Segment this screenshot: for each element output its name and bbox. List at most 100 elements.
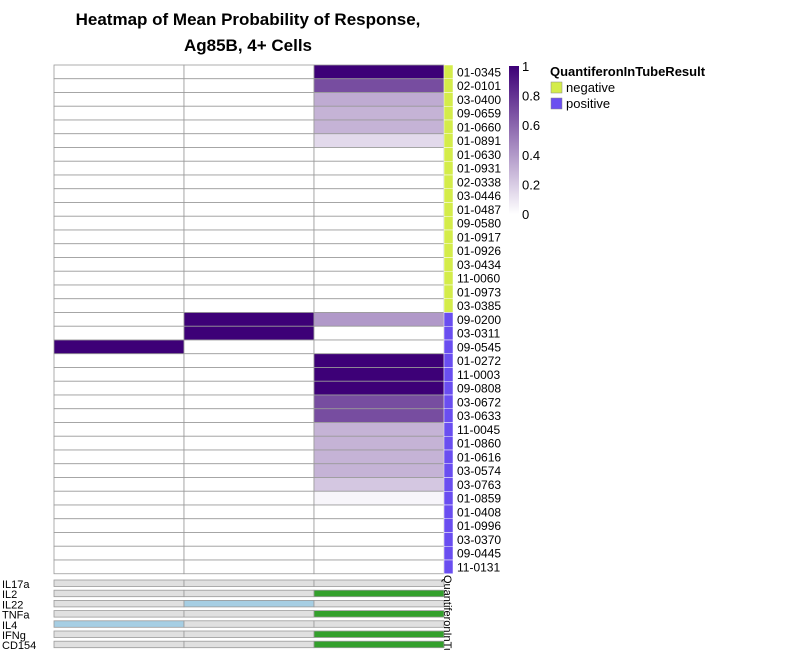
chart-title-line-2: Ag85B, 4+ Cells [184, 36, 312, 55]
heatmap-cell [53, 504, 185, 520]
row-annotation-cell [443, 78, 454, 93]
row-annotation-cell [443, 367, 454, 382]
column-annotation-label: IFNg [2, 630, 26, 642]
row-annotation-cell [443, 202, 454, 217]
heatmap-cell [183, 312, 315, 327]
row-label: 03-0400 [457, 93, 501, 107]
heatmap-cell [313, 312, 445, 327]
heatmap-cell [53, 215, 185, 231]
heatmap-cell [53, 298, 185, 313]
row-annotation-cell [443, 339, 454, 354]
column-annotation-label: IL22 [2, 599, 23, 611]
heatmap-cell [53, 449, 185, 465]
heatmap-cell [53, 353, 185, 368]
row-annotation-cell [443, 559, 454, 574]
row-label: 09-0808 [457, 382, 501, 396]
row-label: 01-0272 [457, 354, 501, 368]
heatmap-cell [313, 284, 445, 300]
heatmap-cell [183, 147, 315, 162]
heatmap-cell [313, 325, 445, 341]
row-annotation-cell [443, 92, 454, 107]
column-annotation-cell [183, 640, 315, 649]
heatmap-cell [53, 188, 185, 203]
heatmap-cell [183, 325, 315, 341]
heatmap-cell [313, 394, 445, 410]
row-label: 01-0931 [457, 162, 501, 176]
legend-swatch [550, 97, 563, 110]
color-scale-bar [509, 66, 519, 214]
heatmap-cell [313, 215, 445, 231]
row-annotation-cell [443, 243, 454, 258]
heatmap-cell [183, 78, 315, 93]
heatmap-cell [313, 435, 445, 451]
row-label: 03-0434 [457, 258, 501, 272]
row-label: 09-0580 [457, 217, 501, 231]
row-annotation-cell [443, 422, 454, 437]
row-label: 01-0487 [457, 203, 501, 217]
heatmap-cell [313, 202, 445, 217]
heatmap-cell [183, 435, 315, 451]
row-annotation-cell [443, 257, 454, 272]
heatmap-cell [313, 559, 445, 575]
heatmap-cell [53, 559, 185, 575]
column-annotation-cell [53, 620, 185, 628]
column-annotation-cell [183, 620, 315, 628]
legend-title: QuantiferonInTubeResult [550, 64, 706, 79]
column-annotation-cell [183, 610, 315, 618]
heatmap-cell [313, 188, 445, 203]
row-annotation-cell [443, 298, 454, 313]
row-annotation-cell [443, 147, 454, 162]
heatmap-cell [313, 298, 445, 313]
heatmap-cell [313, 339, 445, 355]
column-annotation-cell [53, 589, 185, 598]
heatmap-cell [53, 202, 185, 217]
row-annotation-cell [443, 408, 454, 423]
row-annotation-cell [443, 381, 454, 396]
column-annotation-label: CD154 [2, 640, 36, 650]
heatmap-cell [313, 380, 445, 396]
heatmap-cell [183, 463, 315, 478]
heatmap-cell [183, 188, 315, 203]
column-annotation-cell [53, 579, 185, 587]
heatmap-cell [313, 64, 445, 80]
column-annotation-cell [313, 579, 445, 587]
row-label: 03-0370 [457, 533, 501, 547]
heatmap-cell [53, 545, 185, 561]
row-label: 01-0660 [457, 120, 501, 134]
row-annotation-cell [443, 312, 454, 327]
row-annotation-cell [443, 532, 454, 547]
heatmap-cell [53, 490, 185, 506]
heatmap-cell [53, 463, 185, 478]
heatmap-cell [313, 133, 445, 148]
heatmap-cell [53, 133, 185, 148]
heatmap-cell [183, 518, 315, 533]
heatmap-cell [53, 229, 185, 245]
heatmap-cell [313, 477, 445, 492]
chart-title-line-1: Heatmap of Mean Probability of Response, [76, 10, 421, 29]
row-annotation-cell [443, 353, 454, 368]
row-label: 03-0311 [457, 327, 500, 341]
column-annotation-cell [313, 630, 445, 638]
column-annotation-label: IL17a [2, 579, 30, 591]
heatmap-cell [53, 257, 185, 272]
heatmap-cell [313, 490, 445, 506]
color-scale-tick-label: 0.2 [522, 177, 540, 192]
legend-swatch [550, 81, 563, 94]
row-label: 01-0408 [457, 505, 501, 519]
heatmap-cell [53, 78, 185, 93]
heatmap-cell [183, 422, 315, 437]
heatmap-cell [313, 119, 445, 135]
row-label: 03-0385 [457, 299, 501, 313]
heatmap-cells [53, 64, 445, 575]
heatmap-cell [183, 215, 315, 231]
row-label: 11-0060 [457, 272, 500, 286]
heatmap-cell [53, 105, 185, 121]
heatmap-cell [183, 257, 315, 272]
heatmap-cell [183, 394, 315, 410]
heatmap-cell [313, 504, 445, 520]
row-annotation-cell [443, 504, 454, 519]
row-label: 11-0131 [457, 560, 500, 574]
heatmap-cell [313, 545, 445, 561]
heatmap-cell [53, 435, 185, 451]
